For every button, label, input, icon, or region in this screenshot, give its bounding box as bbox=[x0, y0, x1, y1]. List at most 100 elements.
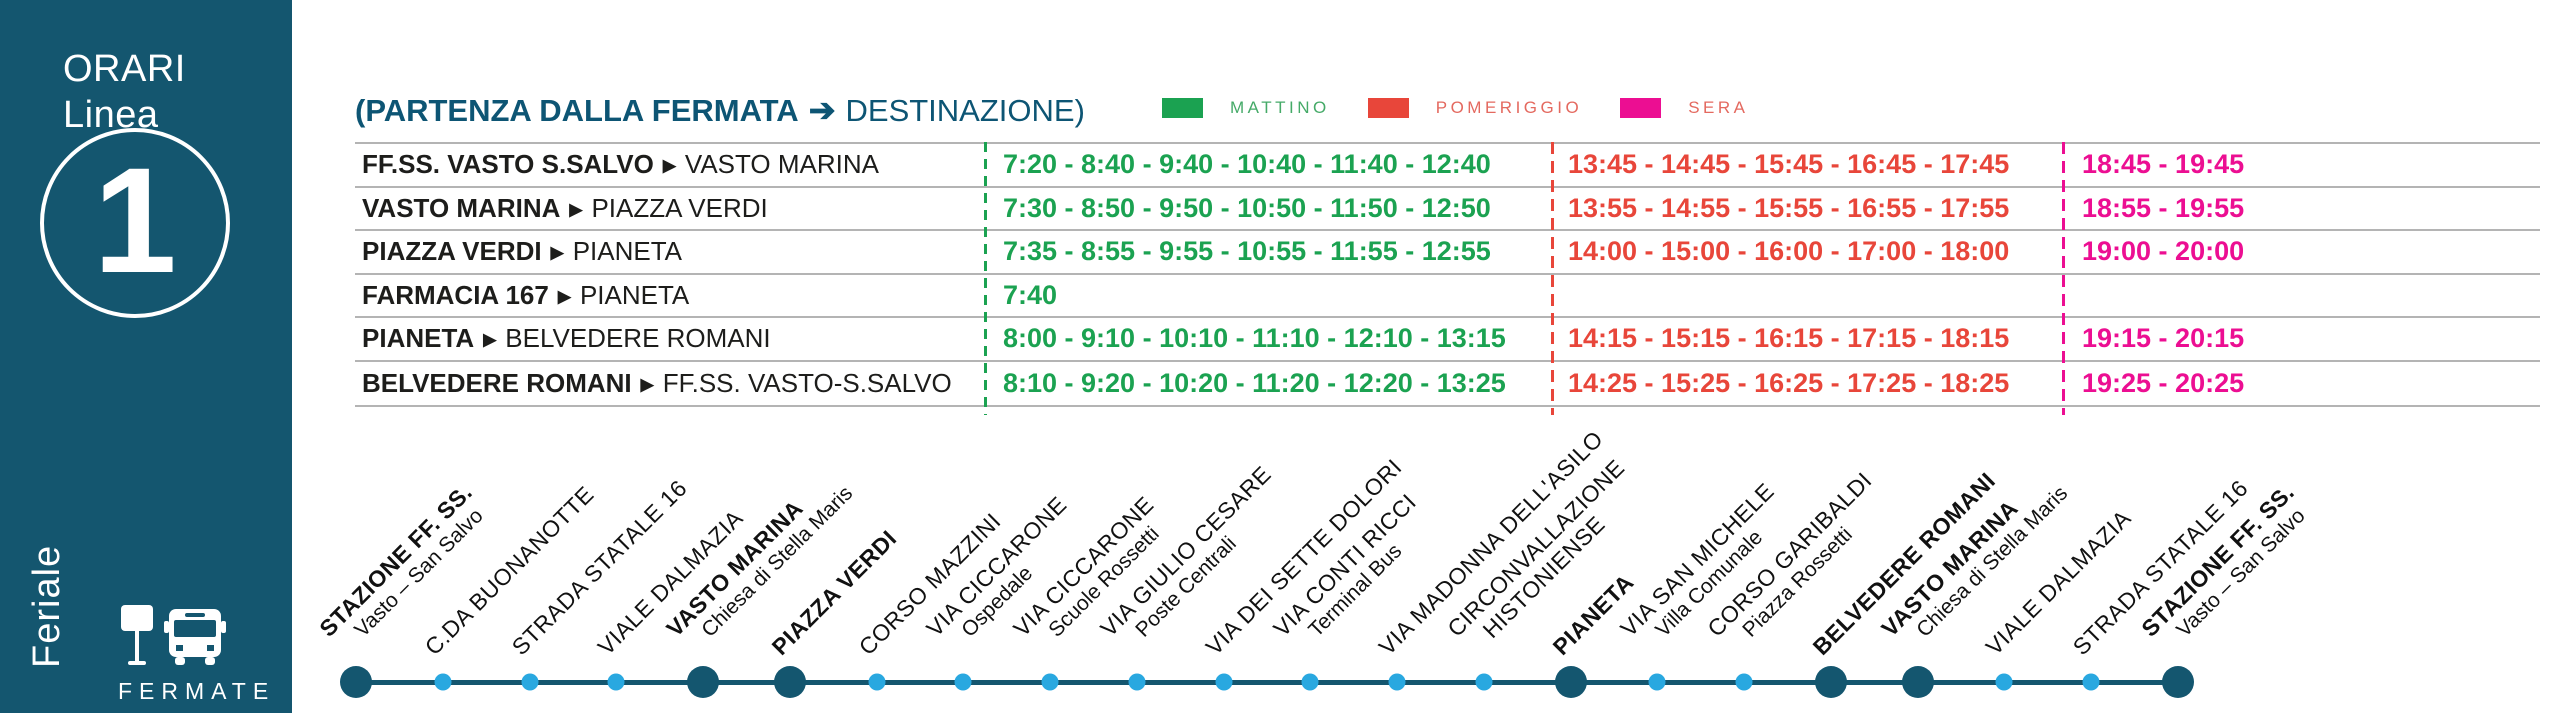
stop-sublabel: Chiesa di Stella Maris bbox=[697, 481, 858, 642]
stop-name: VIA CICCARONE bbox=[1008, 491, 1159, 642]
stop-label: PIAZZA VERDI bbox=[766, 525, 901, 660]
orari-title: ORARI bbox=[63, 48, 186, 90]
right-arrow-icon: ➔ bbox=[808, 92, 836, 128]
stop-label: VIALE DALMAZIA bbox=[593, 505, 748, 660]
stop-name: VIA SAN MICHELE bbox=[1615, 477, 1780, 642]
fermate-label: FERMATE bbox=[118, 678, 276, 704]
legend-item: MATTINO bbox=[1162, 98, 1330, 118]
stop-name: VIALE DALMAZIA bbox=[592, 504, 749, 660]
stop-dot bbox=[868, 673, 886, 691]
morning-times: 7:35 - 8:55 - 9:55 - 10:55 - 11:55 - 12:… bbox=[1003, 236, 1491, 267]
legend-item: POMERIGGIO bbox=[1367, 98, 1583, 118]
stop-dot bbox=[1648, 673, 1666, 691]
route-arrow-icon: ▶ bbox=[640, 374, 654, 394]
stop-name: STAZIONE FF. SS. bbox=[2136, 478, 2300, 642]
stop-name: VIA GIULIO CESARE bbox=[1095, 460, 1276, 642]
stop-sublabel: HISTONIENSE bbox=[1477, 510, 1610, 644]
destination-stop: PIANETA bbox=[572, 236, 683, 267]
evening-times: 19:25 - 20:25 bbox=[2082, 367, 2245, 398]
stop-sublabel: Villa Comunale bbox=[1651, 525, 1768, 642]
stop-sublabel: Terminal Bus bbox=[1304, 539, 1407, 642]
stop-label: VASTO MARINA Chiesa di Stella Maris bbox=[1876, 463, 2073, 660]
timetable: FF.SS. VASTO S.SALVO ▶ VASTO MARINA 7:20 -… bbox=[355, 142, 2540, 407]
morning-times: 7:30 - 8:50 - 9:50 - 10:50 - 11:50 - 12:… bbox=[1003, 192, 1491, 223]
bus-icon bbox=[164, 609, 226, 672]
stop-label: VIA SAN MICHELE Villa Comunale bbox=[1616, 478, 1798, 660]
stop-label: PIANETA bbox=[1547, 569, 1638, 660]
afternoon-times: 14:00 - 15:00 - 16:00 - 17:00 - 18:00 bbox=[1568, 236, 2010, 267]
stop-dot bbox=[2082, 673, 2100, 691]
stop-name: CORSO MAZZINI bbox=[853, 507, 1006, 660]
stop-label: STAZIONE FF. SS. Vasto – San Salvo bbox=[2136, 479, 2317, 660]
stop-name: STRADA STATALE 16 bbox=[2067, 474, 2254, 660]
timetable-row: VASTO MARINA ▶ PIAZZA VERDI 7:30 - 8:50 - … bbox=[355, 188, 2540, 231]
timetable-row: PIAZZA VERDI ▶ PIANETA 7:35 - 8:55 - 9:55 … bbox=[355, 231, 2540, 275]
afternoon-times: 13:55 - 14:55 - 15:55 - 16:55 - 17:55 bbox=[1568, 192, 2010, 223]
route-cell: PIAZZA VERDI ▶ PIANETA bbox=[355, 236, 985, 267]
stop-dot bbox=[773, 666, 806, 698]
evening-times: 18:45 - 19:45 bbox=[2082, 149, 2245, 180]
column-divider-afternoon bbox=[1551, 142, 1554, 415]
stop-dot bbox=[1301, 673, 1319, 691]
stop-name: C.DA BUONANOTTE bbox=[419, 480, 599, 660]
stop-name: VIALE DALMAZIA bbox=[1981, 504, 2137, 660]
morning-times: 8:10 - 9:20 - 10:20 - 11:20 - 12:20 - 13… bbox=[1003, 367, 1506, 398]
stop-label: VIA GIULIO CESARE Poste Centrali bbox=[1095, 461, 1294, 660]
header-title-bold: (PARTENZA DALLA FERMATA bbox=[355, 93, 799, 128]
stop-name: CIRCONVALLAZIONE bbox=[1442, 454, 1630, 642]
legend-label: POMERIGGIO bbox=[1435, 98, 1583, 117]
stop-dot bbox=[607, 673, 625, 691]
stop-sublabel: Poste Centrali bbox=[1131, 532, 1241, 642]
origin-stop: FARMACIA 167 bbox=[362, 279, 549, 310]
route-arrow-icon: ▶ bbox=[557, 286, 571, 306]
stop-name: STRADA STATALE 16 bbox=[506, 474, 692, 660]
destination-stop: BELVEDERE ROMANI bbox=[505, 323, 771, 354]
stop-label: CORSO MAZZINI bbox=[853, 508, 1005, 660]
evening-times: 19:15 - 20:15 bbox=[2082, 323, 2245, 354]
stop-name: VASTO MARINA bbox=[1875, 494, 2023, 642]
origin-stop: PIANETA bbox=[362, 323, 475, 354]
origin-stop: BELVEDERE ROMANI bbox=[362, 367, 632, 398]
stop-name: VASTO MARINA bbox=[661, 494, 809, 642]
stop-label: VIA DEI SETTE DOLORI bbox=[1200, 454, 1406, 660]
evening-times: 19:00 - 20:00 bbox=[2082, 236, 2245, 267]
stop-name: BELVEDERE ROMANI bbox=[1807, 467, 2001, 660]
legend-swatch bbox=[1367, 98, 1409, 118]
stop-name: PIANETA bbox=[1547, 568, 1639, 660]
legend-swatch bbox=[1162, 98, 1203, 118]
fermate-icons bbox=[120, 605, 270, 672]
stop-name: CORSO GARIBALDI bbox=[1702, 467, 1878, 642]
timetable-row: BELVEDERE ROMANI ▶ FF.SS. VASTO-S.SALVO 8:… bbox=[355, 362, 2540, 406]
origin-stop: VASTO MARINA bbox=[362, 192, 561, 223]
afternoon-times: 14:15 - 15:15 - 16:15 - 17:15 - 18:15 bbox=[1568, 323, 2010, 354]
stop-label: BELVEDERE ROMANI bbox=[1808, 467, 2001, 660]
stop-name: VIA CONTI RICCI bbox=[1268, 488, 1422, 642]
feriale-label: Feriale bbox=[26, 544, 68, 668]
morning-times: 7:20 - 8:40 - 9:40 - 10:40 - 11:40 - 12:… bbox=[1003, 149, 1491, 180]
stop-dot bbox=[1128, 673, 1146, 691]
stop-dot bbox=[1554, 666, 1587, 698]
stop-dot bbox=[2162, 666, 2194, 698]
bus-stop-sign-icon bbox=[120, 605, 154, 672]
route-cell: FF.SS. VASTO S.SALVO ▶ VASTO MARINA bbox=[355, 149, 985, 180]
legend: MATTINO POMERIGGIO SERA bbox=[1162, 97, 1787, 119]
stop-label: VIA MADONNA DELL'ASILO bbox=[1374, 426, 1608, 660]
stop-name: VIA CICCARONE bbox=[921, 491, 1072, 642]
column-divider-morning bbox=[984, 142, 987, 415]
legend-label: MATTINO bbox=[1230, 98, 1330, 117]
stop-label: VIA CICCARONE Scuole Rossetti bbox=[1008, 491, 1177, 660]
stop-dot bbox=[1901, 666, 1934, 698]
stop-dot bbox=[954, 673, 972, 691]
header-title-regular: DESTINAZIONE) bbox=[845, 93, 1085, 128]
stop-name: VIA MADONNA DELL'ASILO bbox=[1373, 425, 1609, 660]
stop-dot bbox=[1215, 673, 1233, 691]
stop-label: VIALE DALMAZIA bbox=[1981, 505, 2136, 660]
route-cell: VASTO MARINA ▶ PIAZZA VERDI bbox=[355, 193, 985, 224]
stop-dot bbox=[521, 673, 539, 691]
evening-times: 18:55 - 19:55 bbox=[2082, 192, 2245, 223]
stop-dot bbox=[1388, 673, 1406, 691]
stop-dot bbox=[1735, 673, 1753, 691]
stop-label: STAZIONE FF. SS. Vasto – San Salvo bbox=[314, 479, 495, 660]
stop-label: VASTO MARINA Chiesa di Stella Maris bbox=[661, 463, 858, 660]
route-arrow-icon: ▶ bbox=[483, 330, 497, 350]
